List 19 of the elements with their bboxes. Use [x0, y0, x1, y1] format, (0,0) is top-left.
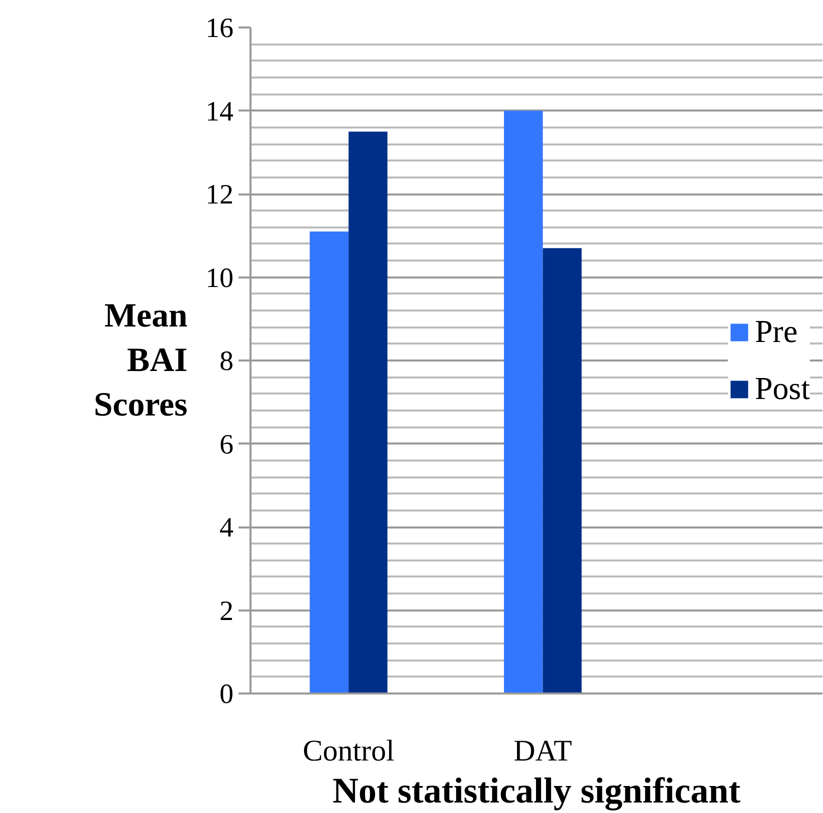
y-tick-label: 4: [220, 512, 234, 544]
bar: [504, 110, 543, 694]
y-tick-label: 12: [206, 180, 234, 210]
y-tick-label: 6: [220, 429, 234, 460]
y-tick-label: 2: [220, 596, 234, 627]
bar: [542, 248, 582, 694]
y-tick-label: 14: [206, 96, 234, 128]
y-tick-label: 16: [206, 13, 234, 44]
y-axis-title: Mean BAI Scores: [94, 298, 188, 424]
legend-label: Post: [754, 370, 810, 407]
legend-label: Pre: [754, 313, 798, 350]
x-axis-title: Not statistically significant: [332, 770, 740, 810]
y-tick-label: 8: [220, 346, 234, 377]
x-tick-label: DAT: [514, 734, 572, 768]
y-tick-label: 10: [206, 262, 234, 294]
bar: [348, 132, 388, 694]
bar: [310, 231, 349, 694]
y-tick-label: 0: [220, 679, 234, 710]
x-tick-label: Control: [302, 734, 394, 768]
